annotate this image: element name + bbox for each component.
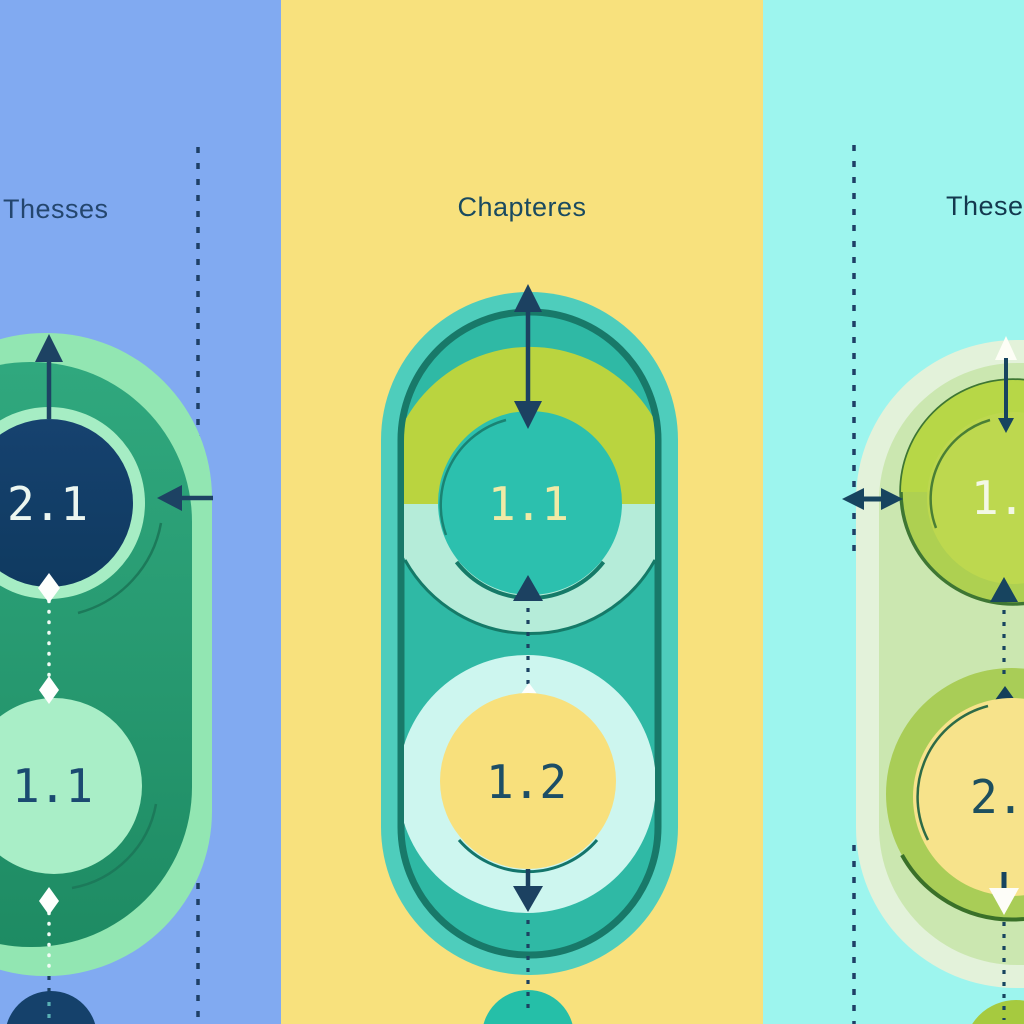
left-up-arrow-icon xyxy=(35,334,63,362)
left-bottom-circle xyxy=(6,991,96,1024)
left-node1-circle xyxy=(0,419,133,587)
right-node1-inner-arc xyxy=(929,418,991,529)
right-node2-circle xyxy=(913,698,1024,896)
middle-node1-inner-arc xyxy=(439,418,507,536)
left-node2-circle xyxy=(0,698,142,874)
middle-pill-group: 1.1 1.2 xyxy=(381,284,678,1024)
right-double-arrow-right-icon xyxy=(881,488,903,510)
right-top-small-arrowhead-icon xyxy=(998,418,1014,433)
middle-node1-circle xyxy=(438,411,622,595)
panel-label-middle: Chapteres xyxy=(457,192,586,222)
left-pill-group: 2.1 1.1 xyxy=(0,333,213,1024)
middle-disc-bottom-arc xyxy=(404,559,655,635)
panel-label-right: Theses xyxy=(946,191,1024,221)
middle-node2-circle xyxy=(440,693,616,869)
left-diamond-icon-3 xyxy=(39,887,59,915)
right-node1-circle xyxy=(927,412,1024,584)
left-node2-label: 1.1 xyxy=(12,759,92,813)
middle-double-arrow-up-icon xyxy=(514,284,542,312)
right-double-arrow-left-icon xyxy=(842,488,864,510)
right-node2-label: 2.2 xyxy=(970,770,1024,824)
right-bottom-circle xyxy=(972,1000,1024,1024)
right-down-white-arrow-icon xyxy=(989,888,1019,915)
middle-up-arrowhead-icon xyxy=(513,575,543,601)
right-top-white-arrow-icon xyxy=(995,336,1017,360)
middle-down-arrow-icon xyxy=(513,886,543,912)
left-diamond-icon-1 xyxy=(38,573,60,603)
left-arrow-left-icon xyxy=(157,485,182,511)
right-node2-bottom-arc xyxy=(900,854,1024,922)
right-pill-group: 1.1 2.2 xyxy=(842,336,1024,1024)
left-node2-outline-arc xyxy=(71,803,158,890)
panel-label-left: Thesses xyxy=(3,194,109,224)
right-node2-inner-arc xyxy=(916,704,989,841)
middle-node1-label: 1.1 xyxy=(488,477,568,531)
left-diamond-icon-2 xyxy=(39,676,59,704)
right-node1-label: 1.1 xyxy=(971,471,1024,525)
middle-double-arrow-down-icon xyxy=(514,401,542,429)
middle-node2-label: 1.2 xyxy=(486,755,566,809)
left-node1-outline-arc xyxy=(77,522,163,615)
right-up-arrowhead-icon xyxy=(990,577,1018,602)
left-node1-label: 2.1 xyxy=(7,477,87,531)
